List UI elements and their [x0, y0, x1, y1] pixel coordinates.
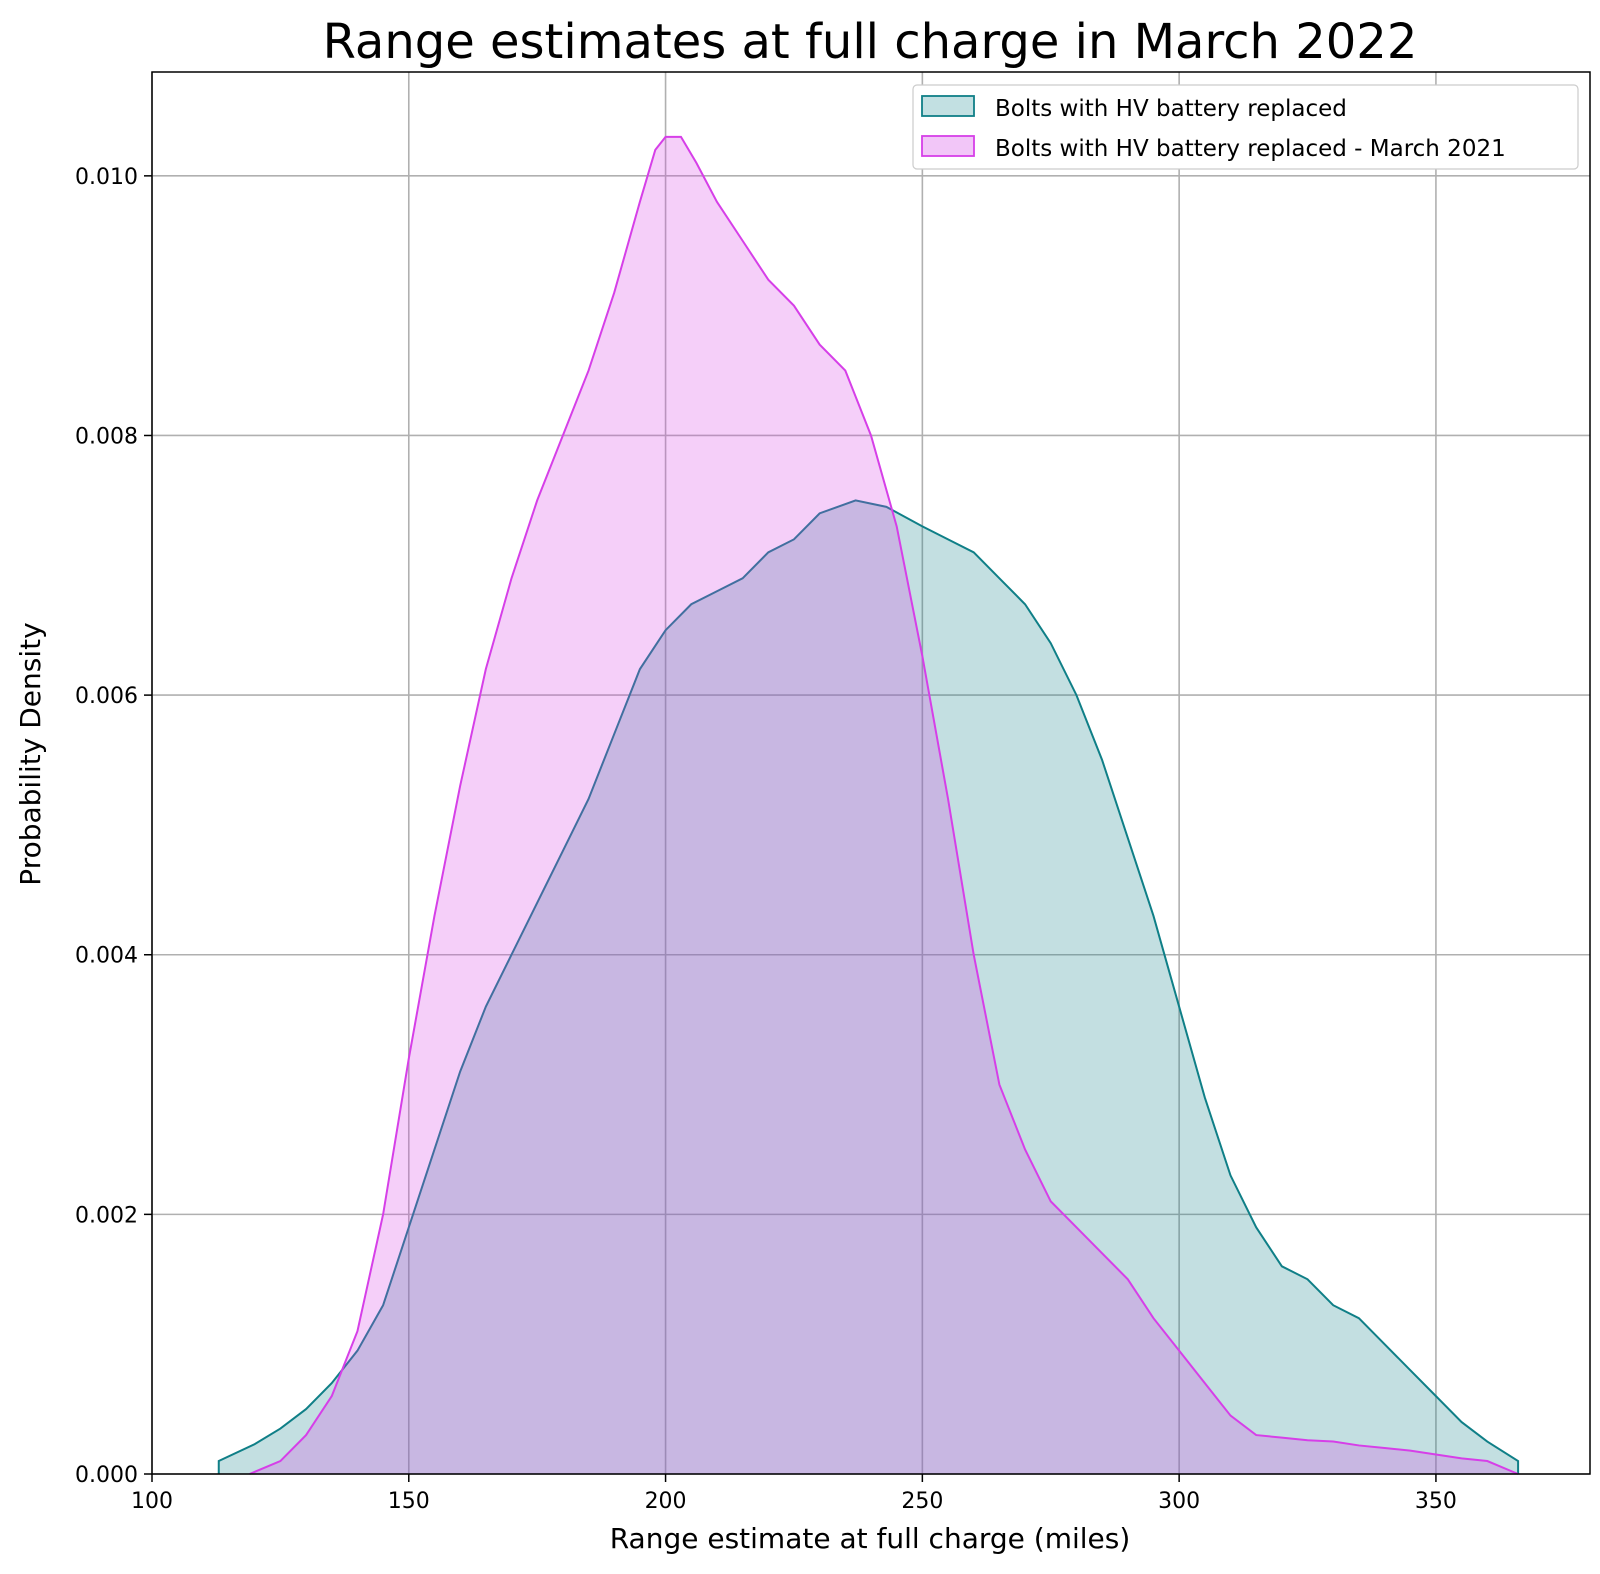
- plot-frame: [151, 71, 1591, 1475]
- legend-label-series-2: Bolts with HV battery replaced - March 2…: [995, 136, 1506, 162]
- series-1-area: [218, 500, 1519, 1474]
- series-layer: [217, 135, 1520, 1475]
- legend: Bolts with HV battery replaced Bolts wit…: [912, 84, 1579, 170]
- series-1-line: [217, 499, 1520, 1474]
- x-tick-label: 250: [901, 1489, 943, 1514]
- legend-frame: [912, 84, 1579, 170]
- legend-label-series-1: Bolts with HV battery replaced: [995, 96, 1347, 122]
- y-tick-label: 0.006: [75, 684, 138, 709]
- y-tick-label: 0.004: [75, 944, 138, 969]
- x-axis-label: Range estimate at full charge (miles): [610, 1522, 1131, 1555]
- y-tick-label: 0.000: [75, 1463, 138, 1488]
- y-axis-label: Probability Density: [14, 622, 47, 885]
- y-tick-label: 0.010: [75, 165, 138, 190]
- x-tick-label: 300: [1158, 1489, 1200, 1514]
- x-tick-label: 350: [1415, 1489, 1457, 1514]
- chart-title: Range estimates at full charge in March …: [323, 14, 1418, 70]
- legend-swatch-series-1: [921, 95, 975, 117]
- x-tick-label: 200: [645, 1489, 687, 1514]
- series-2-line: [249, 135, 1519, 1475]
- y-axis: 0.000 0.002 0.004 0.006 0.008 0.010: [75, 165, 152, 1488]
- series-2-area: [249, 136, 1519, 1474]
- y-tick-label: 0.002: [75, 1203, 138, 1228]
- legend-swatch-series-2: [921, 135, 975, 157]
- x-tick-label: 100: [131, 1489, 173, 1514]
- y-tick-label: 0.008: [75, 424, 138, 449]
- x-tick-label: 150: [388, 1489, 430, 1514]
- x-axis: 100 150 200 250 300 350: [131, 1474, 1457, 1514]
